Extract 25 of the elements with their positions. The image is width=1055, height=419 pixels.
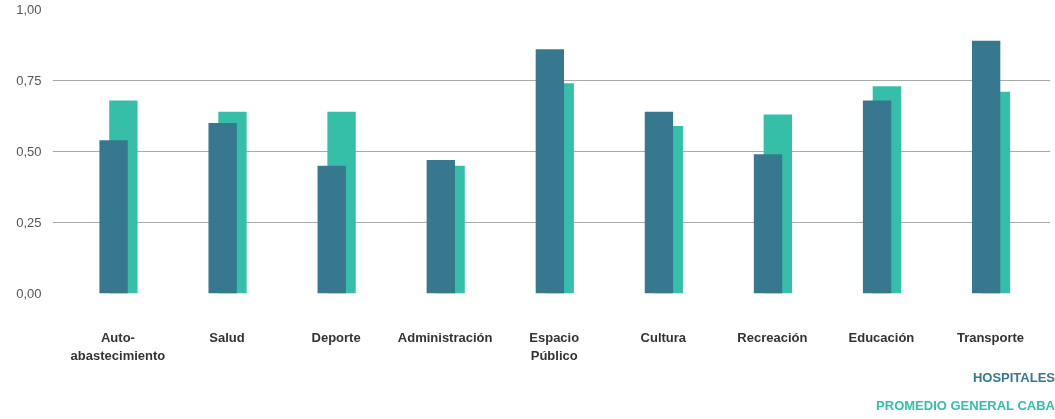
- y-tick-label: 0,50: [16, 144, 42, 159]
- x-tick-label: Educación: [848, 329, 915, 345]
- y-tick-label: 0,25: [16, 215, 42, 230]
- x-tick-label: Salud: [209, 329, 245, 345]
- x-tick-label: Cultura: [640, 329, 687, 345]
- bar: [753, 154, 783, 294]
- bar: [208, 123, 237, 294]
- x-tick-label: Administración: [397, 329, 493, 345]
- bar: [317, 165, 346, 294]
- x-tick-label: Espacio Público: [529, 329, 580, 363]
- bar: [862, 100, 892, 294]
- y-tick-label: 0,75: [16, 73, 42, 88]
- bar: [99, 140, 128, 294]
- y-tick-label: 0,00: [16, 286, 42, 301]
- x-tick-label: Transporte: [956, 329, 1025, 345]
- y-tick-label: 1,00: [16, 2, 42, 17]
- bar: [644, 111, 674, 294]
- bar: [426, 160, 455, 294]
- x-tick-label: Auto- abastecimiento: [70, 329, 166, 363]
- x-tick-label: Deporte: [311, 329, 361, 345]
- text: PROMEDIO GENERAL CABA: [876, 398, 1055, 413]
- x-tick-label: Recreación: [737, 329, 808, 345]
- text: HOSPITALES: [971, 370, 1055, 385]
- bar: [971, 40, 1001, 294]
- bar: [535, 49, 565, 294]
